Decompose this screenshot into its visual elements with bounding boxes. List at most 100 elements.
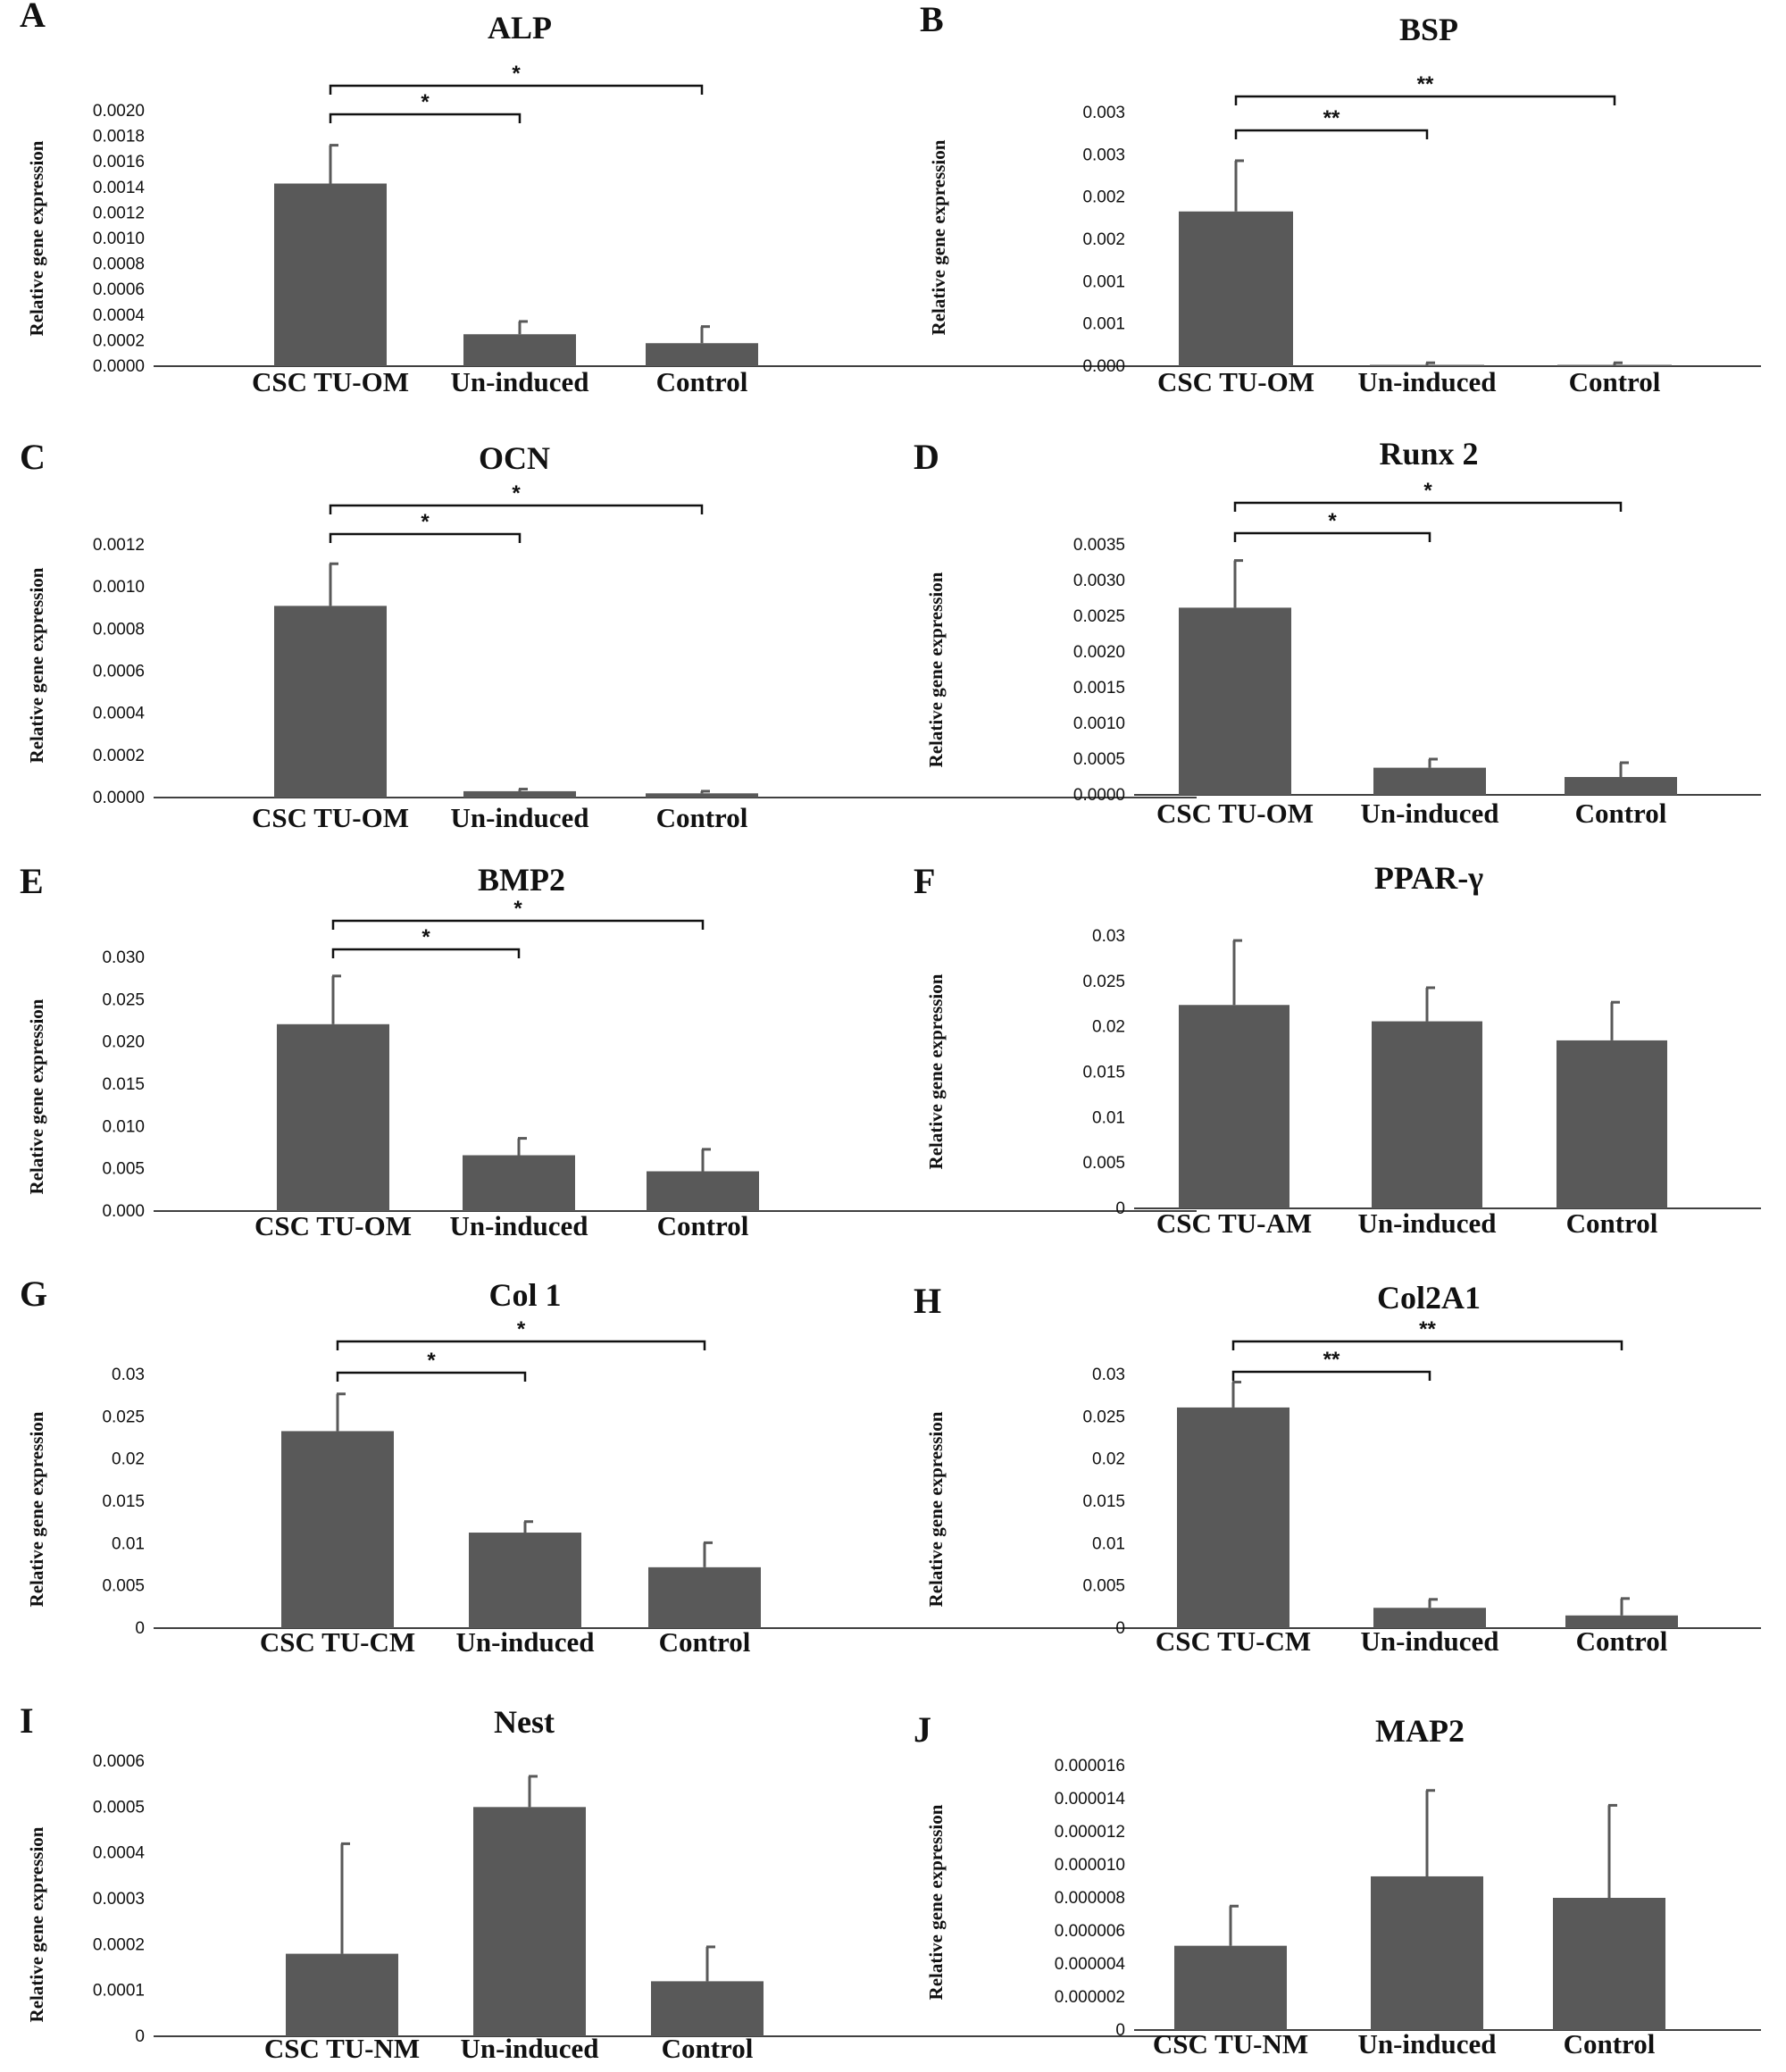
y-tick-label: 0.0006 (93, 663, 145, 681)
x-tick-label: Control (1576, 1625, 1668, 1657)
bar (1373, 767, 1486, 795)
x-tick-label: Un-induced (1360, 798, 1498, 829)
x-tick-label: Control (1569, 366, 1661, 397)
y-tick-label: 0.0004 (93, 705, 146, 723)
y-tick-label: 0 (1115, 1619, 1125, 1638)
y-tick-label: 0.0015 (1073, 679, 1125, 698)
panel-letter: I (20, 1700, 34, 1741)
y-tick-label: 0.02 (1092, 1450, 1125, 1469)
y-tick-label: 0.000008 (1055, 1889, 1125, 1908)
chart-title: Runx 2 (1379, 436, 1478, 472)
y-tick-label: 0.0004 (93, 306, 146, 325)
significance-bracket (336, 1371, 527, 1382)
bar (646, 343, 758, 366)
chart-title: Nest (494, 1704, 555, 1740)
y-tick-label: 0.000006 (1055, 1922, 1125, 1941)
chart-title: OCN (479, 440, 550, 476)
y-tick-label: 0.0008 (93, 620, 145, 639)
bar (1177, 1407, 1289, 1628)
y-tick-label: 0.02 (1092, 1018, 1125, 1037)
y-tick-label: 0.003 (1082, 104, 1125, 122)
chart-panel-e: E BMP2 Relative gene expression 0.000 0.005 0… (20, 861, 1197, 1241)
x-tick-label: Un-induced (450, 366, 588, 397)
x-tick-label: CSC TU-NM (264, 2033, 420, 2064)
y-tick-label: 0.0010 (1073, 714, 1125, 733)
y-tick-label: 0.03 (1092, 927, 1125, 946)
y-tick-label: 0.0025 (1073, 607, 1125, 626)
bar (1372, 1021, 1482, 1208)
bar (1565, 777, 1677, 795)
y-tick-label: 0 (135, 2027, 145, 2046)
y-tick-label: 0.0004 (93, 1844, 146, 1863)
bar (647, 1171, 759, 1211)
panel-letter: D (914, 437, 939, 477)
significance-marker: * (1423, 479, 1432, 503)
chart-title: Col2A1 (1377, 1280, 1481, 1316)
y-tick-label: 0.0020 (1073, 643, 1125, 662)
significance-bracket (1233, 501, 1623, 512)
y-tick-label: 0.000014 (1055, 1790, 1126, 1809)
x-tick-label: Control (659, 1626, 751, 1658)
y-tick-label: 0.000004 (1055, 1955, 1126, 1974)
chart-panel-g: G Col 1 Relative gene expression 0 0.005 0.01… (20, 1274, 1197, 1658)
y-tick-label: 0.0014 (93, 179, 146, 197)
significance-bracket (329, 113, 522, 123)
x-tick-label: Un-induced (1357, 2028, 1496, 2059)
bar (648, 1567, 761, 1628)
significance-bracket (329, 84, 704, 95)
y-axis-label: Relative gene expression (925, 1411, 947, 1607)
chart-title: MAP2 (1375, 1713, 1465, 1749)
significance-bracket (1233, 531, 1431, 542)
y-tick-label: 0.0035 (1073, 536, 1125, 555)
y-tick-label: 0.025 (102, 990, 145, 1009)
y-tick-label: 0.0006 (93, 1752, 145, 1771)
significance-bracket (1234, 129, 1429, 139)
y-tick-label: 0.0002 (93, 747, 145, 765)
chart-title: BMP2 (478, 862, 565, 898)
y-tick-label: 0.03 (112, 1366, 145, 1384)
y-tick-label: 0.0002 (93, 1935, 145, 1954)
y-tick-label: 0.005 (102, 1577, 145, 1596)
bar (286, 1953, 398, 2036)
x-tick-label: Un-induced (1360, 1625, 1498, 1657)
x-tick-label: Control (657, 1210, 749, 1241)
panel-letter: C (20, 437, 46, 477)
y-tick-label: 0.01 (1092, 1108, 1125, 1127)
x-tick-label: Control (1566, 1207, 1658, 1239)
y-tick-label: 0.005 (1082, 1577, 1125, 1596)
x-tick-label: Control (656, 366, 748, 397)
panel-letter: E (20, 861, 44, 901)
y-tick-label: 0.005 (102, 1160, 145, 1179)
panel-letter: H (914, 1281, 941, 1321)
chart-title: PPAR-γ (1374, 860, 1483, 896)
y-tick-label: 0.001 (1082, 315, 1125, 334)
bar (1556, 1040, 1667, 1208)
bar (1179, 211, 1293, 366)
bar (1565, 1615, 1678, 1628)
x-tick-label: CSC TU-OM (252, 802, 409, 833)
y-axis-label: Relative gene expression (26, 140, 47, 336)
significance-bracket (331, 919, 705, 930)
x-tick-label: CSC TU-AM (1156, 1207, 1312, 1239)
y-tick-label: 0 (135, 1619, 145, 1638)
chart-title: Col 1 (489, 1277, 562, 1313)
x-tick-label: CSC TU-CM (1156, 1625, 1311, 1657)
significance-marker: ** (1419, 1317, 1436, 1341)
y-tick-label: 0.01 (112, 1534, 145, 1553)
chart-panel-c: C OCN Relative gene expression 0.0000 0.0002… (20, 437, 1197, 833)
y-tick-label: 0.000010 (1055, 1856, 1125, 1875)
significance-marker: * (421, 90, 430, 114)
chart-panel-d: D Runx 2 Relative gene expression 0.0000 0.0… (914, 436, 1761, 829)
y-tick-label: 0.0008 (93, 255, 145, 274)
y-tick-label: 0.0010 (93, 578, 145, 597)
significance-marker: ** (1323, 106, 1340, 130)
y-tick-label: 0.0006 (93, 280, 145, 299)
panel-letter: G (20, 1274, 47, 1314)
panel-letter: A (20, 0, 46, 35)
x-tick-label: Un-induced (1357, 366, 1496, 397)
y-tick-label: 0 (1115, 2021, 1125, 2040)
x-tick-label: CSC TU-OM (1157, 366, 1314, 397)
bar (473, 1807, 586, 2036)
significance-marker: * (427, 1349, 436, 1373)
